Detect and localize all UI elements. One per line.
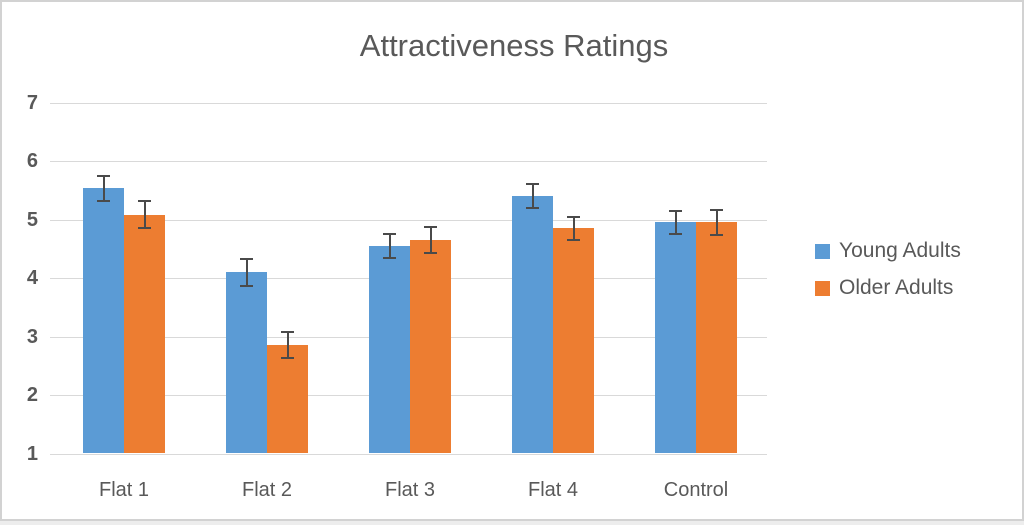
- legend-item: Young Adults: [815, 239, 961, 263]
- error-bar: [429, 227, 432, 253]
- error-bar-cap: [567, 215, 580, 218]
- error-bar: [715, 210, 718, 235]
- error-bar-cap: [424, 226, 437, 229]
- x-axis-category-label: Flat 4: [527, 479, 579, 501]
- y-axis-tick-label: 4: [26, 267, 38, 289]
- bar-young-adults-flat-4: [512, 196, 553, 454]
- legend-swatch-icon: [815, 280, 830, 296]
- y-axis-tick-label: 7: [26, 91, 38, 114]
- error-bar-cap: [669, 209, 682, 212]
- bar-young-adults-flat-3: [369, 245, 410, 454]
- bar-older-adults-control: [696, 222, 737, 454]
- error-bar-cap: [710, 233, 723, 236]
- legend: Young Adults Older Adults: [815, 239, 961, 313]
- legend-label: Older Adults: [839, 276, 954, 299]
- x-axis-category-label: Flat 1: [98, 479, 150, 501]
- error-bar: [286, 332, 289, 359]
- error-bar: [143, 201, 146, 229]
- gridline-7: [50, 102, 767, 104]
- error-bar: [572, 216, 575, 240]
- gridline-1: [50, 453, 767, 455]
- y-axis-tick-label: 5: [26, 208, 38, 231]
- error-bar-cap: [383, 233, 396, 236]
- error-bar-cap: [97, 199, 110, 202]
- y-axis-tick-label: 3: [26, 325, 38, 348]
- error-bar: [531, 183, 534, 209]
- x-axis-category-label: Flat 3: [384, 479, 436, 501]
- legend-item: Older Adults: [815, 276, 961, 300]
- error-bar-cap: [424, 251, 437, 254]
- error-bar-cap: [97, 175, 110, 178]
- bar-older-adults-flat-2: [267, 345, 308, 454]
- gridline-6: [50, 161, 767, 162]
- gridline-5: [50, 219, 767, 221]
- y-axis-tick-label: 2: [26, 384, 38, 406]
- x-axis-category-label: Control: [663, 479, 729, 501]
- error-bar-cap: [669, 233, 682, 236]
- x-axis-category-label: Flat 2: [241, 479, 293, 501]
- bar-older-adults-flat-4: [553, 228, 594, 454]
- legend-label: Young Adults: [839, 239, 961, 262]
- bar-older-adults-flat-1: [124, 214, 165, 454]
- error-bar-cap: [567, 238, 580, 241]
- error-bar-cap: [138, 200, 151, 203]
- error-bar-cap: [383, 256, 396, 259]
- bar-older-adults-flat-3: [410, 239, 451, 454]
- bar-young-adults-control: [655, 222, 696, 454]
- error-bar: [674, 210, 677, 235]
- error-bar-cap: [281, 357, 294, 360]
- bar-young-adults-flat-1: [83, 188, 124, 454]
- y-axis-tick-label: 6: [26, 150, 38, 172]
- error-bar-cap: [240, 257, 253, 260]
- legend-swatch-icon: [815, 243, 830, 259]
- bar-young-adults-flat-2: [226, 272, 267, 454]
- error-bar-cap: [240, 284, 253, 287]
- chart-title: Attractiveness Ratings: [359, 28, 669, 63]
- error-bar-cap: [526, 207, 539, 210]
- error-bar-cap: [526, 182, 539, 185]
- error-bar: [102, 176, 105, 201]
- error-bar-cap: [710, 209, 723, 212]
- error-bar-cap: [281, 331, 294, 334]
- error-bar: [388, 234, 391, 258]
- error-bar: [245, 258, 248, 286]
- error-bar-cap: [138, 227, 151, 230]
- y-axis-tick-label: 1: [26, 442, 38, 465]
